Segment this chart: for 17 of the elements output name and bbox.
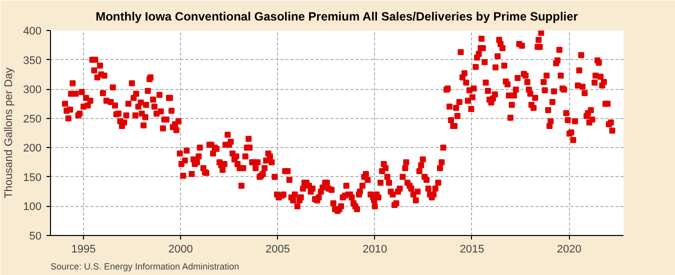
y-tick-label: 50 <box>29 230 42 242</box>
y-tick-label: 150 <box>23 172 42 184</box>
source-note: Source: U.S. Energy Information Administration <box>50 262 240 272</box>
x-tick-label: 2000 <box>168 244 193 256</box>
x-tick-label: 2020 <box>556 244 582 256</box>
x-tick-label: 2015 <box>460 244 484 256</box>
y-tick-label: 400 <box>23 26 42 38</box>
chart-title: Monthly Iowa Conventional Gasoline Premium All Sales/Deliveries by Prime Supplier <box>96 10 578 24</box>
y-tick-label: 300 <box>23 84 42 96</box>
x-tick-label: 2010 <box>362 244 388 256</box>
y-tick-label: 100 <box>23 201 42 214</box>
y-tick-label: 350 <box>23 54 42 67</box>
x-tick-label: 1995 <box>71 244 96 256</box>
y-axis-title: Thousand Gallons per Day <box>3 67 16 198</box>
y-tick-label: 250 <box>23 113 42 126</box>
x-tick-label: 2005 <box>266 244 290 256</box>
y-tick-label: 200 <box>23 142 42 155</box>
